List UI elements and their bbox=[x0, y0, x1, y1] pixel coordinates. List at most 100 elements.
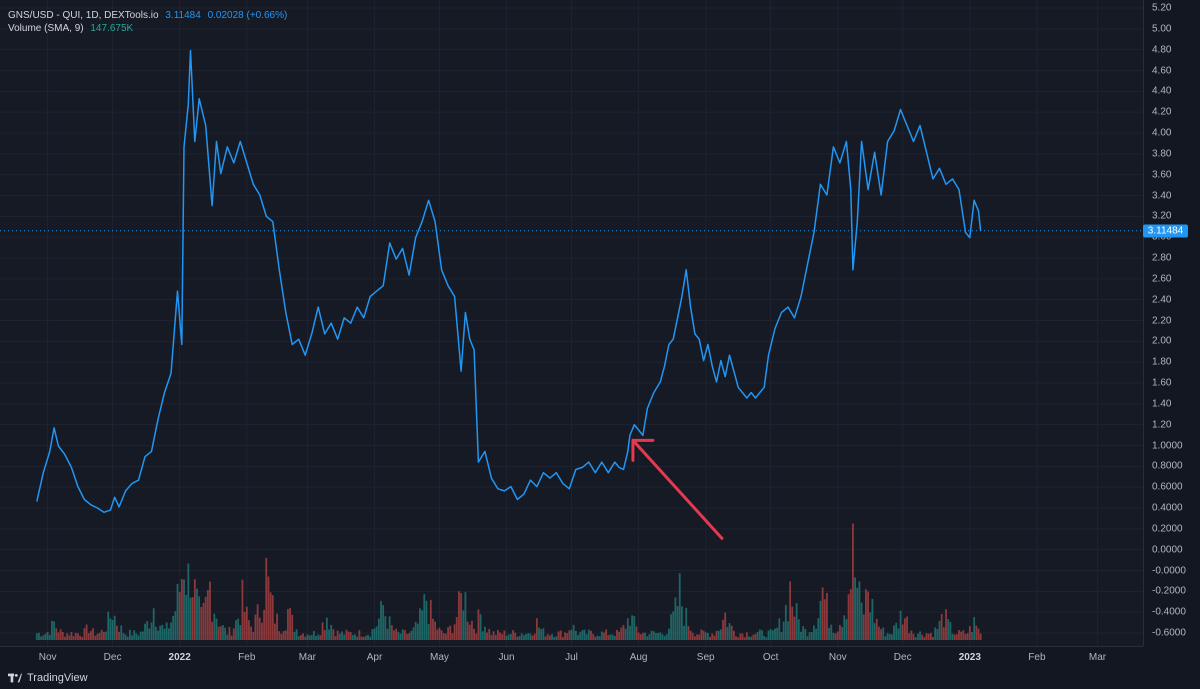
volume-bar bbox=[613, 636, 616, 640]
volume-bar bbox=[540, 629, 543, 640]
footer: TradingView bbox=[0, 668, 1200, 689]
x-tick-label: Jul bbox=[565, 652, 578, 663]
volume-bar bbox=[204, 596, 207, 640]
volume-bar bbox=[609, 634, 612, 640]
price-line bbox=[36, 49, 982, 514]
volume-bar bbox=[590, 630, 592, 640]
volume-bar bbox=[728, 623, 731, 640]
volume-bar bbox=[592, 633, 595, 640]
volume-bar bbox=[494, 634, 497, 640]
volume-bar bbox=[570, 629, 573, 640]
volume-bar bbox=[360, 636, 363, 640]
chart-area[interactable]: GNS/USD - QUI, 1D, DEXTools.io 3.11484 0… bbox=[0, 0, 1143, 646]
volume-bar bbox=[819, 600, 822, 640]
volume-bar bbox=[577, 635, 579, 640]
volume-bar bbox=[349, 632, 352, 640]
volume-bar bbox=[828, 627, 831, 640]
y-tick-label: 1.60 bbox=[1152, 377, 1172, 389]
volume-bar bbox=[895, 622, 898, 640]
volume-bar bbox=[161, 624, 164, 640]
volume-bar bbox=[217, 626, 220, 640]
volume-bar bbox=[289, 607, 291, 640]
volume-bar bbox=[92, 628, 94, 640]
volume-bar bbox=[934, 627, 937, 640]
x-tick-label: Feb bbox=[1028, 652, 1046, 663]
price-chart[interactable] bbox=[0, 0, 1143, 646]
volume-bar bbox=[810, 632, 813, 640]
volume-bar bbox=[109, 618, 112, 640]
volume-bar bbox=[200, 607, 203, 640]
volume-bar bbox=[423, 594, 426, 640]
volume-bar bbox=[77, 633, 79, 640]
volume-bar bbox=[804, 629, 807, 640]
time-axis[interactable]: Nov Dec 2022 Feb Mar Apr May Jun Jul Aug Sep Oct Nov… bbox=[0, 646, 1143, 669]
volume-bar bbox=[882, 627, 885, 640]
volume-bar bbox=[83, 628, 86, 640]
volume-bar bbox=[585, 634, 588, 640]
volume-bar bbox=[903, 618, 906, 640]
volume-bar bbox=[583, 629, 586, 640]
y-tick-label: -0.4000 bbox=[1152, 606, 1186, 618]
x-tick-label: Dec bbox=[103, 652, 122, 663]
volume-bar bbox=[323, 630, 326, 640]
volume-bar bbox=[706, 632, 709, 640]
volume-bar bbox=[202, 602, 205, 640]
annotation-arrowhead bbox=[631, 438, 655, 462]
volume-bar bbox=[806, 636, 809, 640]
y-tick-label: 3.80 bbox=[1152, 148, 1172, 160]
volume-bar bbox=[693, 636, 696, 640]
tradingview-logo[interactable]: TradingView bbox=[8, 672, 88, 684]
volume-bar bbox=[949, 621, 952, 640]
volume-bar bbox=[445, 633, 447, 640]
volume-bar bbox=[847, 594, 850, 640]
volume-bar bbox=[254, 614, 257, 640]
legend-change: 0.02028 (+0.66%) bbox=[207, 10, 288, 21]
volume-bar bbox=[496, 629, 499, 640]
volume-bar bbox=[856, 587, 859, 640]
volume-bar bbox=[732, 630, 735, 640]
volume-bar bbox=[834, 633, 837, 640]
volume-bar bbox=[616, 629, 618, 640]
volume-bar bbox=[977, 628, 980, 640]
volume-bar bbox=[906, 616, 908, 640]
volume-bar bbox=[438, 627, 441, 640]
volume-bar bbox=[263, 609, 266, 640]
volume-bar bbox=[66, 633, 69, 640]
volume-bar bbox=[672, 611, 675, 640]
volume-bar bbox=[330, 625, 333, 640]
volume-bar bbox=[338, 633, 341, 640]
volume-bar bbox=[787, 621, 789, 640]
volume-bar bbox=[858, 581, 861, 640]
volume-bar bbox=[655, 633, 657, 640]
volume-bar bbox=[471, 620, 473, 640]
volume-bar bbox=[442, 633, 445, 640]
y-tick-label: 5.20 bbox=[1152, 2, 1172, 14]
volume-bar bbox=[765, 637, 768, 640]
volume-bar bbox=[328, 629, 330, 640]
y-tick-label: 4.40 bbox=[1152, 85, 1172, 97]
volume-bar bbox=[529, 633, 532, 640]
legend-volume-label[interactable]: Volume (SMA, 9) bbox=[8, 23, 84, 34]
price-axis[interactable]: 5.20 5.00 4.80 4.60 4.40 4.20 4.00 3.80 3.60 3.40… bbox=[1143, 0, 1200, 646]
volume-bar bbox=[484, 626, 486, 640]
volume-bar bbox=[295, 629, 298, 640]
y-tick-label: -0.0000 bbox=[1152, 565, 1186, 576]
volume-bar bbox=[713, 635, 716, 640]
volume-bar bbox=[369, 636, 372, 640]
volume-bar bbox=[72, 636, 75, 640]
y-tick-label: 4.20 bbox=[1152, 106, 1172, 118]
x-tick-label: Jun bbox=[498, 652, 515, 663]
volume-bar bbox=[464, 592, 467, 640]
legend-symbol[interactable]: GNS/USD - QUI, 1D, DEXTools.io bbox=[8, 10, 159, 21]
volume-bar bbox=[252, 631, 255, 640]
volume-bar bbox=[815, 628, 818, 640]
volume-bar bbox=[128, 629, 131, 640]
volume-bar bbox=[929, 632, 932, 640]
volume-bar bbox=[137, 635, 140, 640]
volume-bar bbox=[334, 636, 337, 640]
volume-bar bbox=[921, 634, 924, 640]
volume-bar bbox=[514, 632, 517, 640]
volume-bar bbox=[953, 634, 956, 640]
volume-bar bbox=[642, 632, 644, 640]
volume-bar bbox=[722, 619, 724, 640]
